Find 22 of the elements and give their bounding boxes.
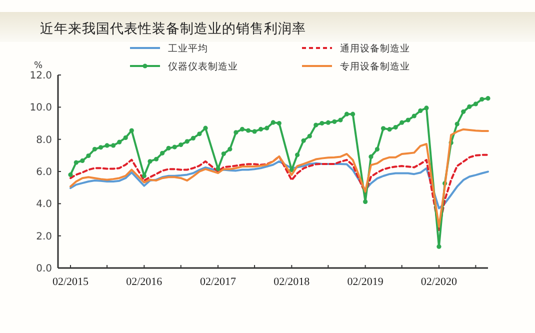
x-tick-label: 02/2017 (200, 276, 237, 288)
line-series (70, 154, 489, 232)
y-tick-label: 0.0 (36, 264, 52, 274)
y-tick-label: 2.0 (36, 231, 52, 242)
legend-label: 专用设备制造业 (340, 60, 410, 72)
y-tick-label: 12.0 (30, 70, 52, 82)
y-tick-label: 4.0 (36, 199, 52, 210)
x-tick-label: 02/2018 (274, 276, 310, 288)
line-series (70, 160, 489, 210)
legend-label: 仪器仪表制造业 (168, 60, 238, 72)
chart-title: 近年来我国代表性装备制造业的销售利润率 (40, 21, 306, 37)
y-axis-title: % (34, 61, 43, 71)
x-tick-label: 02/2020 (420, 276, 458, 288)
x-tick-label: 02/2015 (52, 276, 90, 288)
legend-label: 通用设备制造业 (340, 42, 410, 54)
y-tick-label: 8.0 (36, 134, 52, 146)
line-series (70, 128, 489, 228)
y-tick-label: 10.0 (30, 102, 52, 114)
x-tick-label: 02/2016 (126, 276, 163, 288)
y-tick-label: 6.0 (36, 167, 52, 178)
legend-label: 工业平均 (168, 42, 208, 54)
x-tick-label: 02/2019 (347, 276, 384, 288)
